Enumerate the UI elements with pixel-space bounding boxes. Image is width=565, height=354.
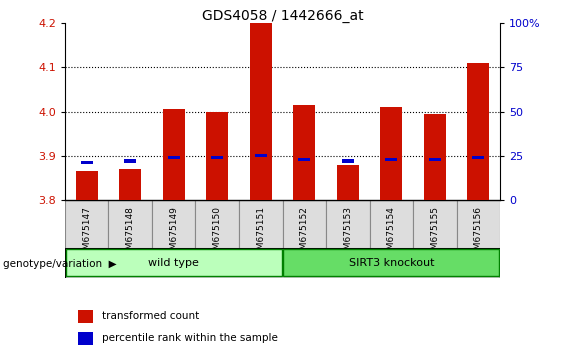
Text: GSM675152: GSM675152 <box>300 206 308 261</box>
Bar <box>385 158 397 161</box>
Bar <box>195 200 239 248</box>
Bar <box>152 200 195 248</box>
Text: GSM675156: GSM675156 <box>474 206 483 261</box>
Text: GSM675147: GSM675147 <box>82 206 91 261</box>
Text: GSM675148: GSM675148 <box>126 206 134 261</box>
Bar <box>380 107 402 200</box>
Bar <box>282 200 326 248</box>
Bar <box>119 169 141 200</box>
Bar <box>284 249 499 276</box>
Text: SIRT3 knockout: SIRT3 knockout <box>349 258 434 268</box>
Bar <box>163 109 185 200</box>
Bar <box>457 200 500 248</box>
Bar <box>293 105 315 200</box>
Bar <box>472 156 484 159</box>
Bar <box>250 23 272 200</box>
Text: GSM675155: GSM675155 <box>431 206 439 261</box>
Bar <box>81 161 93 164</box>
Bar <box>255 154 267 158</box>
Bar <box>211 156 223 159</box>
Bar <box>298 158 310 161</box>
Bar <box>239 200 282 248</box>
Bar <box>206 112 228 200</box>
Bar <box>413 200 457 248</box>
Text: transformed count: transformed count <box>102 312 199 321</box>
Text: GSM675154: GSM675154 <box>387 206 396 261</box>
Bar <box>342 159 354 163</box>
Bar <box>65 200 108 248</box>
Text: GSM675150: GSM675150 <box>213 206 221 261</box>
Text: GSM675153: GSM675153 <box>344 206 352 261</box>
Text: genotype/variation  ▶: genotype/variation ▶ <box>3 259 116 269</box>
Bar <box>78 310 93 323</box>
Bar <box>168 156 180 159</box>
Text: wild type: wild type <box>148 258 199 268</box>
Text: GDS4058 / 1442666_at: GDS4058 / 1442666_at <box>202 9 363 23</box>
Bar <box>66 249 281 276</box>
Bar <box>370 200 413 248</box>
Bar <box>429 158 441 161</box>
Bar <box>424 114 446 200</box>
Bar <box>76 171 98 200</box>
Bar <box>108 200 152 248</box>
Bar <box>467 63 489 200</box>
Bar <box>78 332 93 345</box>
Bar <box>337 165 359 200</box>
Bar <box>326 200 370 248</box>
Bar <box>124 159 136 163</box>
Text: GSM675151: GSM675151 <box>257 206 265 261</box>
Text: GSM675149: GSM675149 <box>170 206 178 261</box>
Text: percentile rank within the sample: percentile rank within the sample <box>102 333 278 343</box>
